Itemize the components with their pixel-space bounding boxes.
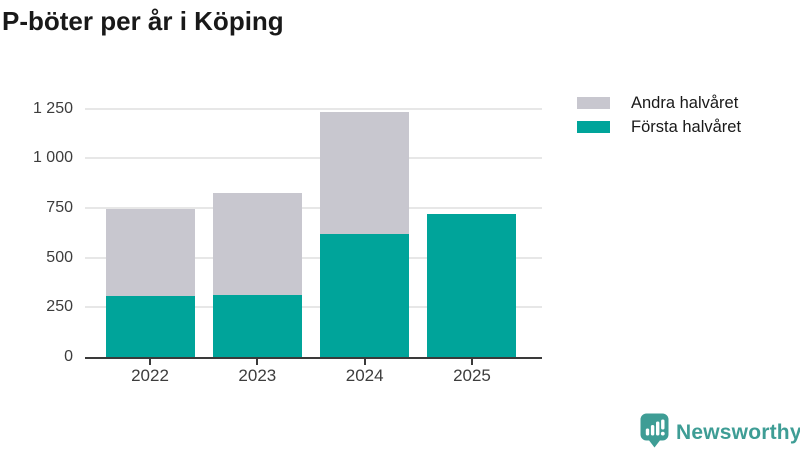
legend-swatch-forsta [577,121,610,133]
legend-swatch-andra [577,97,610,109]
logo-exclamation-stroke [661,419,665,430]
x-tick-2023 [256,359,259,366]
newsworthy-logo-text: Newsworthy [676,421,800,444]
x-tick-2024 [363,359,366,366]
legend-item-andra: Andra halvåret [577,91,741,115]
x-tick-label-2023: 2023 [238,366,277,385]
y-tick-label-1000: 1 000 [32,149,73,167]
gridline-750 [85,207,542,210]
x-tick-label-2025: 2025 [453,366,491,385]
newsworthy-logo-icon [640,413,669,450]
bar-segment-första-2022 [105,296,195,357]
bar-segment-andra-2024 [320,111,410,234]
x-axis-line [85,356,542,360]
logo-exclamation-dot [660,431,665,436]
y-tick-label-250: 250 [46,298,73,316]
gridline-250 [85,306,542,309]
y-tick-label-1250: 1 250 [32,99,73,117]
gridline-1000 [85,157,542,160]
legend-item-forsta: Första halvåret [577,115,741,139]
bar-segment-andra-2023 [212,193,302,296]
y-tick-label-500: 500 [46,248,73,266]
x-tick-2022 [149,359,151,366]
x-tick-2025 [470,359,473,366]
x-tick-label-2022: 2022 [131,366,169,385]
chart-title: P-böter per år i Köping [2,6,284,36]
x-tick-label-2024: 2024 [345,366,384,385]
gridline-1250 [85,107,542,110]
bar-segment-första-2023 [212,295,302,357]
bar-segment-första-2024 [320,233,410,357]
legend-label-forsta: Första halvåret [631,117,742,136]
bar-segment-andra-2022 [105,209,195,297]
y-tick-label-750: 750 [46,199,73,217]
y-tick-label-0: 0 [64,348,73,365]
gridline-500 [85,256,542,259]
newsworthy-logo: Newsworthy [640,413,800,450]
bar-segment-första-2025 [427,214,517,357]
logo-bar-large [656,421,660,436]
legend: Andra halvåret Första halvåret [577,91,741,139]
legend-label-andra: Andra halvåret [631,93,739,112]
logo-bar-small [645,428,650,436]
logo-bar-medium [650,425,655,436]
